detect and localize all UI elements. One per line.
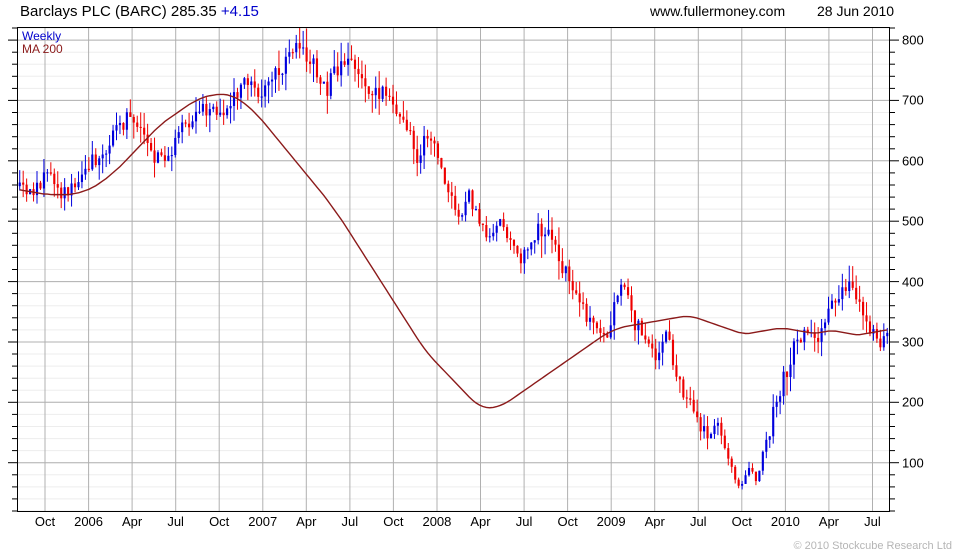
candle-series <box>18 28 889 490</box>
x-axis-tick-label: 2009 <box>596 514 626 529</box>
y-axis-tick-label: 500 <box>902 213 924 229</box>
candlestick-canvas <box>18 28 889 511</box>
chart-legend: Weekly MA 200 <box>22 30 63 56</box>
x-axis: Oct 2006 Apr Jul Oct 2007 Apr Jul Oct 2008 Apr Jul O… <box>0 514 980 538</box>
y-axis-tick-label: 400 <box>902 274 924 290</box>
copyright-notice: © 2010 Stockcube Research Ltd <box>793 540 952 552</box>
x-axis-tick-label: Oct <box>731 514 752 529</box>
x-axis-tick-label: Apr <box>818 514 840 529</box>
x-axis-tick-label: Oct <box>557 514 578 529</box>
source-website: www.fullermoney.com <box>650 3 786 19</box>
y-axis-tick-label: 700 <box>902 92 924 108</box>
left-axis-ticks <box>8 27 17 512</box>
x-axis-tick-label: 2010 <box>770 514 800 529</box>
y-axis-tick-label: 300 <box>902 334 924 350</box>
grid-vertical <box>44 28 873 511</box>
x-axis-tick-label: Apr <box>121 514 143 529</box>
plot-frame: Weekly MA 200 <box>17 27 890 512</box>
plot-area: Weekly MA 200 <box>17 27 890 512</box>
x-axis-tick-label: Jul <box>864 514 881 529</box>
x-axis-tick-label: 2006 <box>74 514 104 529</box>
x-axis-tick-label: Apr <box>644 514 665 529</box>
chart-header: Barclays PLC (BARC) 285.35 +4.15 www.ful… <box>0 0 980 26</box>
x-axis-tick-label: Apr <box>470 514 491 529</box>
y-axis-tick-label: 600 <box>902 153 924 169</box>
x-axis-tick-label: Jul <box>341 514 359 529</box>
price-change: +4.15 <box>220 3 259 20</box>
x-axis-tick-label: Apr <box>296 514 317 529</box>
y-axis-tick-label: 800 <box>902 32 924 48</box>
y-axis: 100 200 300 400 500 600 700 800 <box>890 27 980 513</box>
legend-item-weekly: Weekly <box>22 29 62 43</box>
y-axis-tick-label: 200 <box>902 394 924 410</box>
x-axis-tick-label: Oct <box>209 514 230 529</box>
y-axis-ticks <box>890 27 899 512</box>
instrument-quote: Barclays PLC (BARC) 285.35 <box>20 3 217 20</box>
ma200-line <box>19 93 888 409</box>
chart-date: 28 Jun 2010 <box>817 3 895 19</box>
x-axis-tick-label: Jul <box>167 514 184 529</box>
x-axis-tick-label: Oct <box>383 514 404 529</box>
y-axis-tick-label: 100 <box>902 455 924 471</box>
x-axis-tick-label: Jul <box>689 514 707 529</box>
x-axis-tick-label: Oct <box>34 514 56 529</box>
legend-item-ma200: MA 200 <box>22 42 63 56</box>
grid-major <box>18 39 889 464</box>
x-axis-tick-label: Jul <box>515 514 533 529</box>
x-axis-tick-label: 2007 <box>248 514 278 529</box>
page-title: Barclays PLC (BARC) 285.35 +4.15 <box>20 3 259 20</box>
x-axis-tick-label: 2008 <box>422 514 452 529</box>
